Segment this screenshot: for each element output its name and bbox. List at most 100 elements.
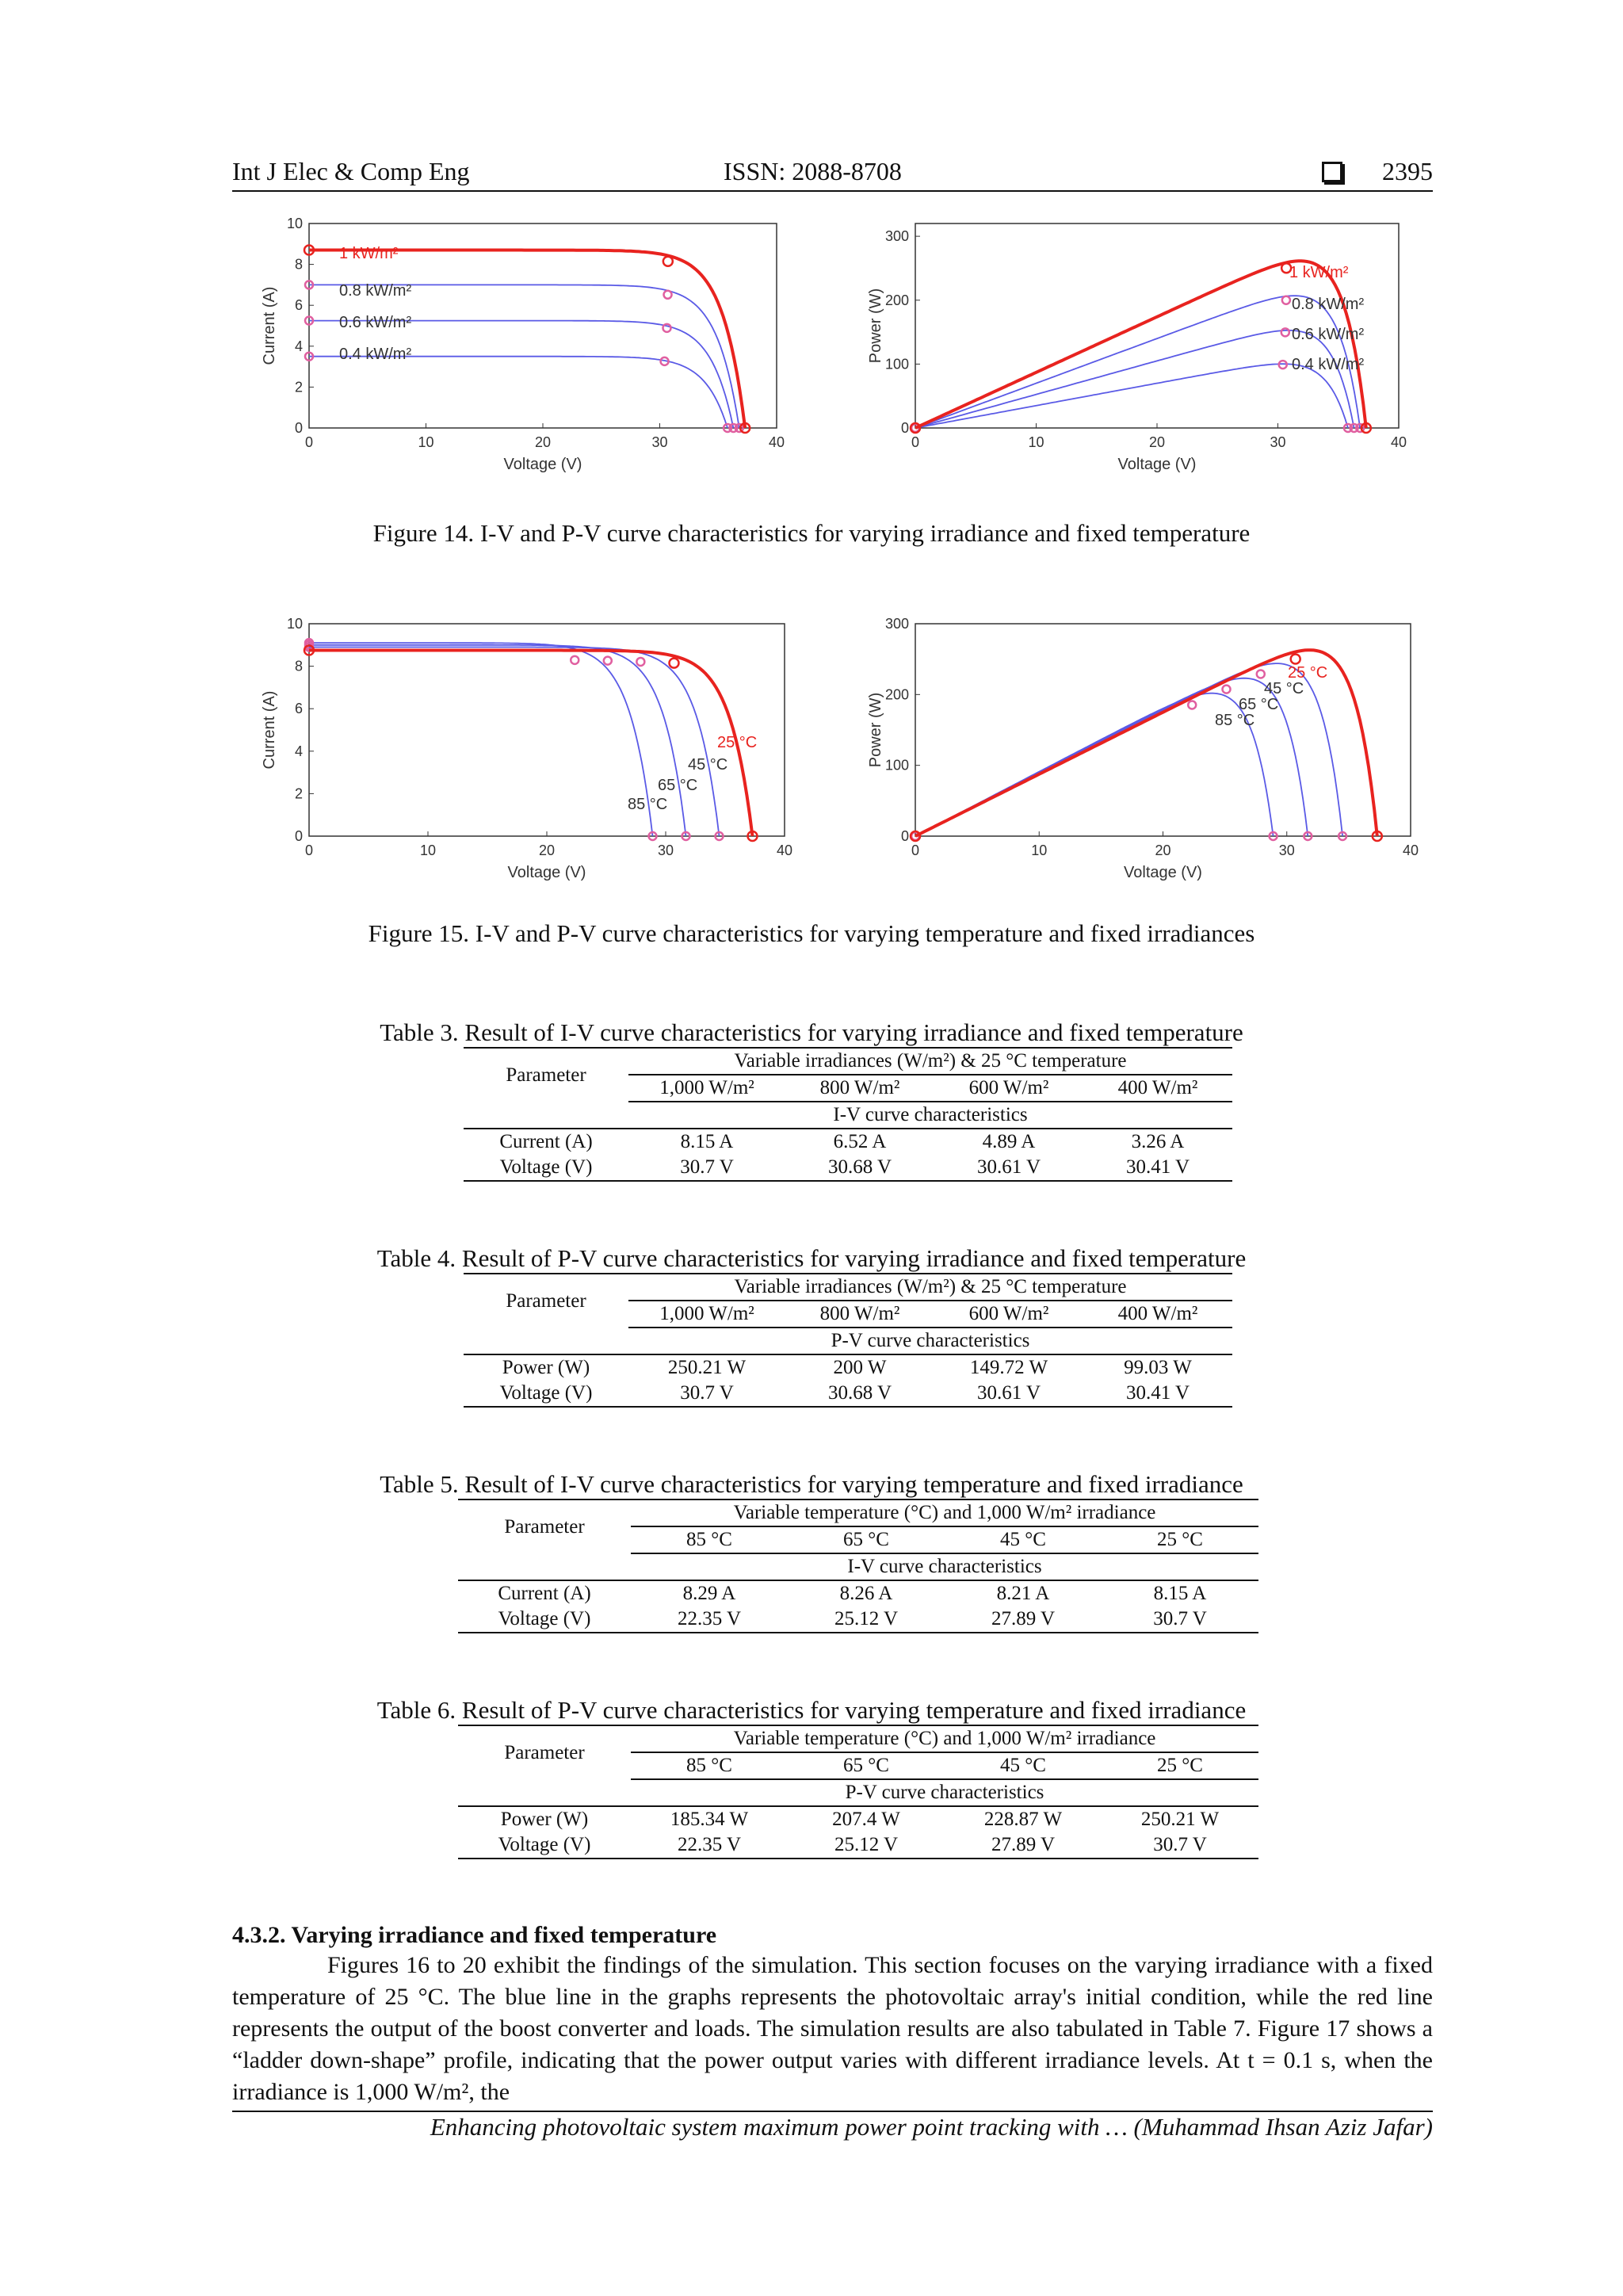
- voc-marker: [734, 422, 745, 434]
- column-header: 25 °C: [1102, 1752, 1258, 1780]
- voc-marker: [681, 831, 691, 842]
- page-number: 2395: [1382, 157, 1433, 185]
- table-cell: 30.61 V: [934, 1155, 1083, 1182]
- voc-marker: [747, 830, 758, 842]
- table-row: Current (A) 8.29 A 8.26 A 8.21 A 8.15 A: [458, 1580, 1258, 1606]
- param-header: Parameter: [504, 1741, 585, 1763]
- sub-header: I-V curve characteristics: [631, 1553, 1258, 1581]
- curve-label: 25 °C: [717, 734, 757, 751]
- curve-label: 65 °C: [658, 777, 697, 794]
- table-6: Parameter Variable temperature (°C) and 1…: [458, 1725, 1258, 1859]
- table-cell: 25.12 V: [788, 1832, 945, 1859]
- mpp-marker: [663, 289, 673, 300]
- x-tick-label: 30: [658, 842, 674, 858]
- table-cell: 8.15 A: [1153, 1583, 1207, 1604]
- x-tick-label: 10: [1031, 842, 1047, 858]
- column-header: 45 °C: [945, 1752, 1102, 1780]
- y-tick-label: 2: [295, 379, 303, 395]
- start-marker: [303, 244, 315, 256]
- table-cell: 250.21 W: [667, 1357, 747, 1378]
- x-tick-label: 0: [305, 434, 313, 450]
- figure-15-pv: 0 10 20 30 40 0 100 200 300 Voltage (V) Power (W) 2…: [860, 614, 1426, 892]
- start-marker: [304, 351, 315, 361]
- curve-label: 65 °C: [1239, 696, 1278, 713]
- table-caption: Table 5. Result of I-V curve characteris…: [380, 1470, 1243, 1498]
- curve-label: 45 °C: [688, 756, 727, 774]
- column-header: 85 °C: [631, 1752, 788, 1780]
- x-axis-label: Voltage (V): [1118, 456, 1197, 473]
- curve-label: 1 kW/m²: [1289, 264, 1349, 281]
- series-line: [915, 259, 1368, 430]
- y-tick-label: 0: [901, 420, 909, 436]
- table-row: Voltage (V) 30.7 V 30.68 V 30.61 V 30.41 V: [464, 1381, 1232, 1408]
- page-header: Int J Elec & Comp Eng ISSN: 2088-8708 23…: [232, 155, 1433, 192]
- curve-label: 85 °C: [1215, 712, 1254, 729]
- curve-label: 0.6 kW/m²: [339, 314, 411, 331]
- group-header: Variable temperature (°C) and 1,000 W/m²…: [631, 1499, 1258, 1527]
- y-tick-label: 300: [885, 228, 909, 244]
- y-tick-label: 100: [885, 758, 909, 774]
- body-paragraph: Figures 16 to 20 exhibit the findings of…: [232, 1952, 1433, 2105]
- table-cell: 250.21 W: [1140, 1809, 1220, 1830]
- table-row: Current (A) 8.15 A 6.52 A 4.89 A 3.26 A: [464, 1129, 1232, 1155]
- group-header: Variable irradiances (W/m²) & 25 °C temp…: [628, 1274, 1232, 1301]
- table-cell: 30.7 V: [628, 1155, 785, 1182]
- mpp-marker: [1255, 669, 1266, 679]
- y-tick-label: 2: [295, 785, 303, 801]
- table-cell: 30.7 V: [1102, 1606, 1258, 1633]
- y-axis-label: Current (A): [261, 691, 278, 770]
- table-cell: 8.21 A: [996, 1583, 1050, 1604]
- curve-label: 0.8 kW/m²: [1292, 296, 1364, 313]
- y-tick-label: 200: [885, 292, 909, 308]
- x-tick-label: 0: [911, 434, 919, 450]
- mpp-marker: [1277, 359, 1289, 370]
- table-cell: 185.34 W: [670, 1809, 749, 1830]
- table-cell: 25.12 V: [788, 1606, 945, 1633]
- table-4: Parameter Variable irradiances (W/m²) & 2…: [464, 1273, 1232, 1408]
- mpp-marker: [1289, 653, 1301, 665]
- start-marker: [303, 644, 315, 656]
- x-axis-label: Voltage (V): [504, 456, 582, 473]
- voc-marker: [647, 831, 658, 842]
- mpp-marker: [602, 655, 613, 666]
- column-header: 600 W/m²: [934, 1075, 1083, 1102]
- x-axis-label: Voltage (V): [1124, 864, 1202, 881]
- table-cell: 4.89 A: [982, 1131, 1036, 1152]
- series-line: [308, 319, 735, 429]
- table-caption: Table 6. Result of P-V curve characteris…: [376, 1696, 1247, 1724]
- mpp-marker: [570, 655, 580, 666]
- table-cell: 200 W: [833, 1357, 887, 1378]
- table-row: Voltage (V) 22.35 V 25.12 V 27.89 V 30.7 V: [458, 1606, 1258, 1633]
- voc-marker: [1360, 422, 1373, 434]
- x-tick-label: 30: [1270, 434, 1285, 450]
- x-tick-label: 30: [651, 434, 667, 450]
- footer-rule: [232, 2111, 1433, 2112]
- group-header: Variable temperature (°C) and 1,000 W/m²…: [631, 1725, 1258, 1753]
- column-header: 400 W/m²: [1083, 1075, 1232, 1102]
- series-line: [915, 363, 1349, 429]
- x-tick-label: 20: [539, 842, 555, 858]
- y-tick-label: 0: [295, 420, 303, 436]
- x-tick-label: 40: [1391, 434, 1407, 450]
- y-tick-label: 300: [885, 616, 909, 632]
- x-tick-label: 30: [1279, 842, 1295, 858]
- start-marker: [304, 315, 315, 326]
- table-cell: 8.26 A: [839, 1583, 893, 1604]
- series-line: [309, 648, 754, 837]
- y-tick-label: 8: [295, 659, 303, 674]
- y-tick-label: 100: [885, 356, 909, 372]
- series-line: [309, 248, 747, 429]
- row-label: Voltage (V): [458, 1832, 631, 1859]
- x-tick-label: 0: [911, 842, 919, 858]
- voc-marker: [722, 422, 733, 434]
- x-tick-label: 0: [305, 842, 313, 858]
- table-cell: 207.4 W: [832, 1809, 900, 1830]
- table-cell: 8.15 A: [680, 1131, 734, 1152]
- x-tick-label: 10: [420, 842, 436, 858]
- table-cell: 30.68 V: [785, 1381, 934, 1408]
- voc-marker: [1342, 422, 1354, 434]
- x-tick-label: 20: [1149, 434, 1165, 450]
- mpp-marker: [1281, 295, 1292, 305]
- sub-header: P-V curve characteristics: [628, 1328, 1232, 1355]
- column-header: 1,000 W/m²: [628, 1075, 785, 1102]
